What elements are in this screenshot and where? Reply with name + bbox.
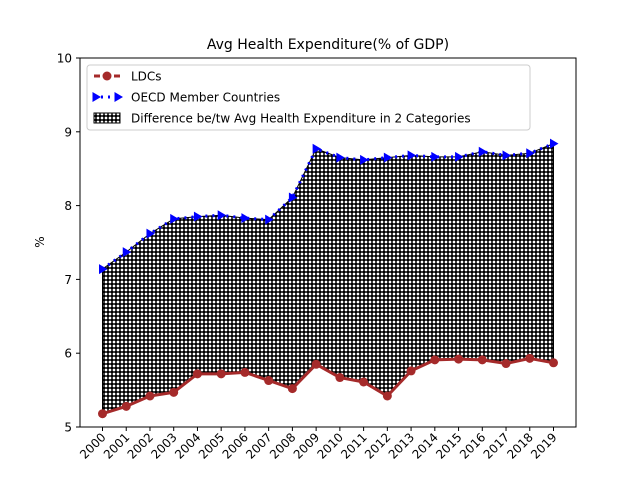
oecd-point bbox=[336, 152, 345, 163]
legend-ldc-label: LDCs bbox=[131, 70, 162, 84]
x-tick-label: 2014 bbox=[409, 430, 440, 461]
ldc-point bbox=[477, 355, 487, 365]
oecd-point bbox=[99, 264, 108, 275]
ldc-point bbox=[382, 391, 392, 401]
x-tick-label: 2005 bbox=[196, 430, 227, 461]
difference-area bbox=[102, 142, 554, 415]
oecd-point bbox=[241, 213, 250, 224]
ldc-point bbox=[501, 359, 511, 369]
legend-fill-swatch bbox=[93, 112, 121, 124]
x-tick-label: 2019 bbox=[528, 430, 559, 461]
oecd-point bbox=[455, 151, 464, 162]
x-tick-label: 2018 bbox=[504, 430, 535, 461]
legend-oecd-label: OECD Member Countries bbox=[131, 91, 280, 105]
legend-oecd-marker bbox=[114, 92, 123, 102]
ldc-point bbox=[264, 376, 274, 386]
oecd-point bbox=[502, 150, 512, 161]
oecd-point bbox=[312, 143, 322, 154]
oecd-point bbox=[288, 192, 298, 203]
ldc-point bbox=[216, 369, 226, 379]
x-tick-label: 2000 bbox=[77, 430, 108, 461]
ldc-point bbox=[145, 391, 155, 401]
legend-fill-label: Difference be/tw Avg Health Expenditure … bbox=[131, 112, 471, 126]
oecd-point bbox=[431, 151, 440, 162]
x-tick-label: 2011 bbox=[338, 430, 369, 461]
x-tick-label: 2015 bbox=[433, 430, 464, 461]
ldc-point bbox=[406, 366, 416, 376]
legend-box bbox=[86, 64, 531, 131]
ldc-point bbox=[311, 359, 321, 369]
legend-oecd-marker bbox=[92, 92, 101, 102]
x-tick-label: 2016 bbox=[457, 430, 488, 461]
y-axis-label: % bbox=[33, 236, 47, 247]
x-tick-label: 2004 bbox=[172, 430, 203, 461]
x-tick-label: 2008 bbox=[267, 430, 298, 461]
legend-ldc-marker bbox=[102, 71, 112, 81]
ldc-point bbox=[240, 367, 250, 377]
y-tick-label: 7 bbox=[64, 273, 72, 287]
oecd-point bbox=[170, 213, 179, 224]
oecd-point bbox=[407, 150, 417, 161]
x-tick-label: 2009 bbox=[291, 430, 322, 461]
oecd-point bbox=[383, 152, 393, 163]
ldc-point bbox=[525, 353, 535, 363]
x-tick-label: 2013 bbox=[386, 430, 417, 461]
x-tick-label: 2003 bbox=[148, 430, 179, 461]
chart-title: Avg Health Expenditure(% of GDP) bbox=[207, 37, 449, 53]
ldc-point bbox=[169, 387, 179, 397]
y-tick-label: 9 bbox=[64, 125, 72, 139]
oecd-point bbox=[146, 228, 155, 239]
x-tick-label: 2012 bbox=[362, 430, 393, 461]
ldc-point bbox=[287, 384, 297, 394]
x-tick-label: 2001 bbox=[101, 430, 132, 461]
oecd-point bbox=[360, 154, 369, 165]
ldc-point bbox=[121, 401, 131, 411]
y-tick-label: 10 bbox=[57, 52, 72, 66]
x-tick-label: 2007 bbox=[243, 430, 274, 461]
y-tick-label: 5 bbox=[64, 421, 72, 435]
ldc-point bbox=[549, 358, 558, 368]
oecd-point bbox=[550, 138, 559, 149]
ldc-point bbox=[430, 355, 440, 365]
legend: LDCs OECD Member Countries Difference be/t… bbox=[86, 64, 531, 131]
ldc-point bbox=[454, 354, 464, 364]
x-tick-label: 2017 bbox=[481, 430, 512, 461]
x-tick-label: 2006 bbox=[220, 430, 251, 461]
oecd-point bbox=[193, 211, 203, 222]
ldc-point bbox=[192, 369, 202, 379]
ldc-point bbox=[359, 377, 369, 387]
axes-frame bbox=[79, 57, 577, 428]
oecd-point bbox=[478, 146, 488, 157]
oecd-point bbox=[217, 210, 227, 221]
ldc-point bbox=[98, 409, 107, 419]
oecd-point bbox=[122, 247, 132, 258]
y-tick-label: 8 bbox=[64, 199, 72, 213]
y-tick-label: 6 bbox=[64, 347, 72, 361]
x-tick-label: 2010 bbox=[314, 430, 345, 461]
ldc-point bbox=[335, 373, 345, 383]
x-tick-label: 2002 bbox=[125, 430, 156, 461]
oecd-point bbox=[526, 148, 535, 159]
oecd-point bbox=[265, 214, 274, 225]
